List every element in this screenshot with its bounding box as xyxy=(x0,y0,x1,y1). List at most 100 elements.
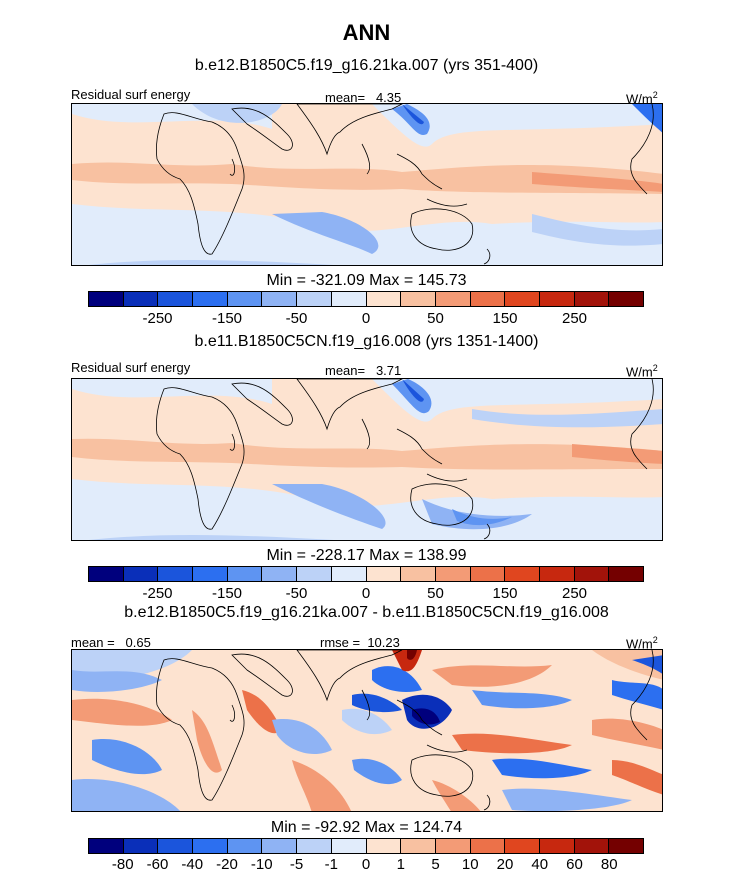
colorbar-tick-label: -150 xyxy=(211,585,243,602)
colorbar-tick-label: 80 xyxy=(600,856,618,873)
colorbar-swatch xyxy=(366,292,402,306)
panel-2-mean-label: mean= 3.71 xyxy=(325,363,402,378)
colorbar-swatch xyxy=(470,567,506,581)
panel-2-minmax: Min = -228.17 Max = 138.99 xyxy=(266,547,467,564)
colorbar-swatch xyxy=(158,839,194,853)
panel-2-units: W/m2 xyxy=(626,363,658,380)
colorbar-swatch xyxy=(609,567,643,581)
colorbar-swatch xyxy=(193,292,228,306)
colorbar-tick-label: 150 xyxy=(492,310,518,327)
colorbar-swatch xyxy=(227,567,263,581)
colorbar-tick-label: -50 xyxy=(285,310,308,327)
colorbar-tick-label: 5 xyxy=(431,856,440,873)
colorbar-tick-label: 50 xyxy=(427,585,444,602)
colorbar-tick-label: 0 xyxy=(361,310,371,327)
colorbar-tick-label: 0 xyxy=(361,856,371,873)
panel-3-mean-label: mean = 0.65 xyxy=(71,635,151,650)
panel-1-colorbar xyxy=(88,291,644,307)
colorbar-tick-label: 0 xyxy=(361,585,371,602)
colorbar-swatch xyxy=(89,292,124,306)
colorbar-tick-label: 250 xyxy=(561,310,588,327)
colorbar-swatch xyxy=(366,567,402,581)
figure-title: ANN xyxy=(342,20,391,45)
colorbar-swatch xyxy=(574,567,610,581)
colorbar-tick-label: 1 xyxy=(396,856,405,873)
colorbar-swatch xyxy=(193,567,228,581)
panel-2-colorbar xyxy=(88,566,644,582)
colorbar-swatch xyxy=(123,839,159,853)
panel-1-map xyxy=(71,103,663,266)
colorbar-tick-label: -150 xyxy=(211,310,243,327)
colorbar-swatch xyxy=(435,292,471,306)
panel-3-case-title: b.e12.B1850C5.f19_g16.21ka.007 - b.e11.B… xyxy=(124,604,609,621)
panel-2-variable-label: Residual surf energy xyxy=(71,360,191,375)
colorbar-swatch xyxy=(331,567,367,581)
panel-2-map xyxy=(71,378,663,541)
panel-2-colorbar-ticks: -250 -150 -50 0 50 150 250 xyxy=(88,585,644,603)
colorbar-tick-label: 20 xyxy=(496,856,514,873)
colorbar-swatch xyxy=(539,567,575,581)
colorbar-swatch xyxy=(331,839,367,853)
panel-3-colorbar xyxy=(88,838,644,854)
colorbar-tick-label: -250 xyxy=(142,310,173,327)
colorbar-swatch xyxy=(435,567,471,581)
colorbar-swatch xyxy=(297,839,332,853)
colorbar-swatch xyxy=(89,567,124,581)
colorbar-swatch xyxy=(401,567,436,581)
colorbar-swatch xyxy=(505,292,540,306)
colorbar-tick-label: 150 xyxy=(492,585,518,602)
colorbar-swatch xyxy=(158,567,194,581)
colorbar-swatch xyxy=(262,567,298,581)
colorbar-tick-label: -1 xyxy=(324,856,338,873)
colorbar-swatch xyxy=(227,839,263,853)
panel-2-case-title: b.e11.B1850C5CN.f19_g16.008 (yrs 1351-14… xyxy=(194,333,539,350)
panel-3-minmax: Min = -92.92 Max = 124.74 xyxy=(270,819,463,836)
colorbar-swatch xyxy=(505,567,540,581)
colorbar-swatch xyxy=(297,567,332,581)
colorbar-swatch xyxy=(123,567,159,581)
colorbar-tick-label: -20 xyxy=(216,856,238,873)
panel-3-colorbar-ticks: -80 -60 -40 -20 -10 -5 -1 0 1 5 10 20 40 60 80 xyxy=(88,856,644,874)
panel-1-mean-label: mean= 4.35 xyxy=(325,90,402,105)
colorbar-swatch xyxy=(123,292,159,306)
colorbar-tick-label: -5 xyxy=(289,856,304,873)
panel-3-rmse-label: rmse = 10.23 xyxy=(320,635,400,650)
colorbar-tick-label: -60 xyxy=(146,856,169,873)
colorbar-swatch xyxy=(470,839,506,853)
colorbar-swatch xyxy=(574,292,610,306)
colorbar-swatch xyxy=(227,292,263,306)
colorbar-swatch xyxy=(505,839,540,853)
colorbar-swatch xyxy=(435,839,471,853)
colorbar-tick-label: -50 xyxy=(285,585,308,602)
colorbar-tick-label: 50 xyxy=(427,310,444,327)
colorbar-swatch xyxy=(89,839,124,853)
panel-1-variable-label: Residual surf energy xyxy=(71,87,191,102)
colorbar-swatch xyxy=(401,839,436,853)
panel-3-map xyxy=(71,649,663,812)
colorbar-tick-label: 250 xyxy=(561,585,588,602)
colorbar-swatch xyxy=(539,839,575,853)
colorbar-swatch xyxy=(609,292,643,306)
colorbar-swatch xyxy=(331,292,367,306)
panel-1-colorbar-ticks: -250 -150 -50 0 50 150 250 xyxy=(88,310,644,328)
colorbar-swatch xyxy=(158,292,194,306)
colorbar-tick-label: 40 xyxy=(531,856,549,873)
colorbar-tick-label: -80 xyxy=(111,856,134,873)
panel-1-case-title: b.e12.B1850C5.f19_g16.21ka.007 (yrs 351-… xyxy=(194,57,539,74)
colorbar-tick-label: -40 xyxy=(181,856,204,873)
colorbar-swatch xyxy=(401,292,436,306)
colorbar-tick-label: 60 xyxy=(566,856,583,873)
colorbar-tick-label: -10 xyxy=(250,856,273,873)
colorbar-swatch xyxy=(262,292,298,306)
colorbar-tick-label: -250 xyxy=(142,585,173,602)
colorbar-swatch xyxy=(574,839,610,853)
colorbar-swatch xyxy=(262,839,298,853)
colorbar-tick-label: 10 xyxy=(461,856,479,873)
colorbar-swatch xyxy=(366,839,402,853)
colorbar-swatch xyxy=(470,292,506,306)
colorbar-swatch xyxy=(609,839,643,853)
colorbar-swatch xyxy=(539,292,575,306)
colorbar-swatch xyxy=(193,839,228,853)
panel-3-units: W/m2 xyxy=(626,635,658,652)
panel-1-minmax: Min = -321.09 Max = 145.73 xyxy=(266,272,467,289)
